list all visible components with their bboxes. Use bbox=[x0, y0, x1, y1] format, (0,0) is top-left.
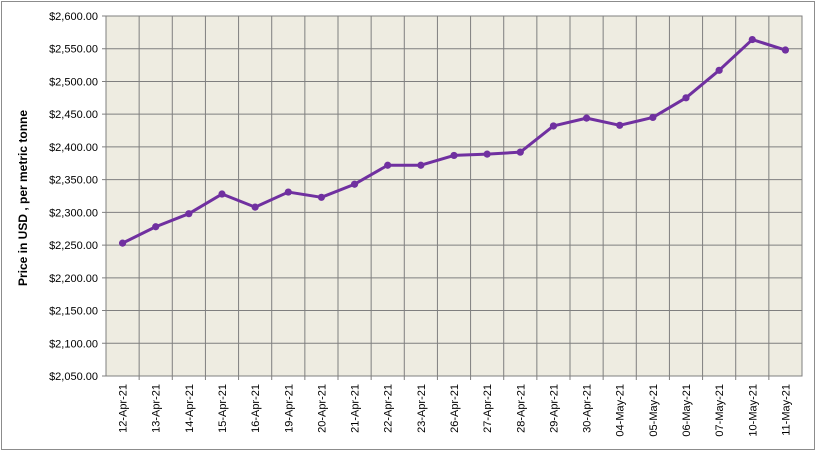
x-tick-label: 23-Apr-21 bbox=[416, 384, 428, 433]
data-point bbox=[549, 122, 558, 130]
x-axis-tick-labels: 12-Apr-21 13-Apr-21 14-Apr-21 15-Apr-21 16-A… bbox=[118, 384, 793, 437]
data-point bbox=[616, 121, 624, 129]
x-tick-label: 06-May-21 bbox=[681, 384, 693, 437]
y-tick-label: $2,550.00 bbox=[49, 44, 98, 56]
x-tick-label: 14-Apr-21 bbox=[184, 384, 196, 433]
x-tick-label: 05-May-21 bbox=[648, 384, 660, 437]
y-tick-label: $2,450.00 bbox=[49, 109, 98, 121]
data-point bbox=[516, 148, 524, 156]
data-point bbox=[781, 46, 790, 54]
x-tick-label: 22-Apr-21 bbox=[383, 384, 395, 433]
x-tick-label: 26-Apr-21 bbox=[449, 384, 461, 433]
x-tick-label: 19-Apr-21 bbox=[283, 384, 295, 433]
y-axis-tick-labels: $2,050.00 $2,100.00 $2,150.00 $2,200.00 $2,2… bbox=[49, 11, 98, 383]
data-point bbox=[483, 150, 491, 158]
gridlines bbox=[102, 15, 802, 380]
data-point bbox=[582, 114, 591, 122]
data-point bbox=[218, 190, 226, 198]
x-tick-label: 11-May-21 bbox=[780, 384, 792, 436]
data-point bbox=[715, 66, 723, 74]
x-tick-label: 15-Apr-21 bbox=[217, 384, 229, 433]
y-tick-label: $2,500.00 bbox=[49, 76, 98, 88]
x-tick-label: 16-Apr-21 bbox=[250, 384, 262, 433]
data-point bbox=[350, 180, 359, 188]
data-point bbox=[748, 35, 756, 44]
y-axis-title: Price in USD , per metric tonne bbox=[16, 110, 30, 286]
data-point bbox=[317, 193, 326, 201]
data-point bbox=[284, 188, 292, 196]
x-tick-label: 04-May-21 bbox=[615, 384, 627, 437]
y-tick-label: $2,250.00 bbox=[49, 240, 98, 252]
x-tick-label: 10-May-21 bbox=[747, 384, 759, 437]
data-point bbox=[118, 239, 127, 247]
x-tick-label: 27-Apr-21 bbox=[482, 384, 494, 433]
x-tick-label: 21-Apr-21 bbox=[350, 384, 362, 433]
y-tick-label: $2,200.00 bbox=[49, 273, 98, 285]
y-tick-label: $2,400.00 bbox=[49, 142, 98, 154]
x-tick-label: 20-Apr-21 bbox=[316, 384, 328, 433]
y-tick-label: $2,100.00 bbox=[49, 338, 98, 350]
data-point bbox=[384, 161, 392, 169]
data-point bbox=[682, 94, 690, 102]
data-point bbox=[649, 113, 657, 122]
x-tick-label: 13-Apr-21 bbox=[151, 384, 163, 433]
y-tick-label: $2,600.00 bbox=[49, 11, 98, 23]
y-tick-label: $2,150.00 bbox=[49, 306, 98, 318]
y-tick-label: $2,300.00 bbox=[49, 207, 98, 219]
data-point bbox=[450, 151, 458, 160]
y-tick-label: $2,350.00 bbox=[49, 175, 98, 187]
series-markers bbox=[118, 35, 790, 247]
x-tick-label: 12-Apr-21 bbox=[118, 384, 130, 433]
x-tick-label: 28-Apr-21 bbox=[515, 384, 527, 433]
x-tick-label: 07-May-21 bbox=[714, 384, 726, 437]
x-tick-label: 30-Apr-21 bbox=[582, 384, 594, 433]
data-point bbox=[185, 210, 193, 218]
data-point bbox=[417, 161, 425, 169]
y-tick-label: $2,050.00 bbox=[49, 371, 98, 383]
plot-area bbox=[105, 15, 803, 377]
x-tick-label: 29-Apr-21 bbox=[548, 384, 560, 433]
data-point bbox=[251, 203, 259, 211]
data-point bbox=[152, 223, 160, 231]
